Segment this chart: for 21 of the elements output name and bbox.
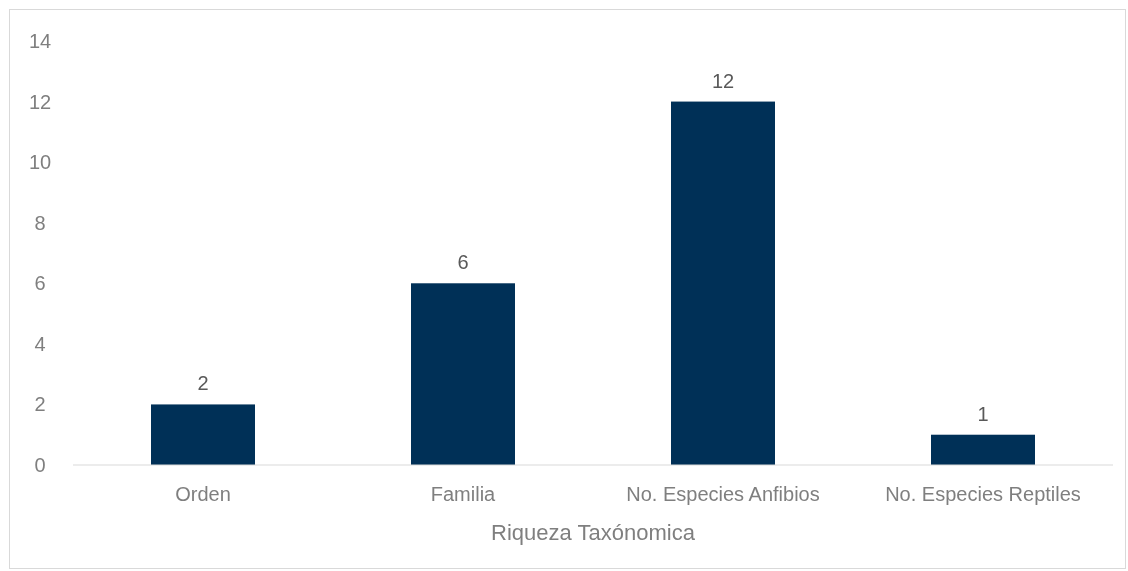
data-label: 12: [711, 69, 735, 92]
y-tick-label: 14: [28, 30, 52, 52]
bar: [671, 101, 775, 465]
x-tick-label: No. Especies Anfibios: [626, 483, 820, 505]
data-label: 6: [457, 251, 469, 274]
x-tick-label: Orden: [175, 483, 231, 505]
y-tick-label: 12: [28, 90, 52, 113]
y-tick-label: 2: [34, 393, 46, 416]
data-label: 1: [977, 402, 989, 425]
x-axis-title: Riqueza Taxónomica: [491, 520, 696, 545]
y-tick-label: 8: [34, 211, 46, 234]
y-tick-label: 6: [34, 272, 46, 295]
x-tick-label: Familia: [430, 483, 497, 505]
y-tick-label: 0: [34, 454, 46, 476]
bar: [151, 404, 255, 465]
x-tick-label: No. Especies Reptiles: [885, 483, 1081, 505]
data-label: 2: [197, 372, 209, 395]
y-tick-label: 4: [34, 332, 46, 355]
y-tick-label: 10: [28, 151, 52, 174]
bar: [931, 434, 1035, 465]
bar: [411, 283, 515, 465]
